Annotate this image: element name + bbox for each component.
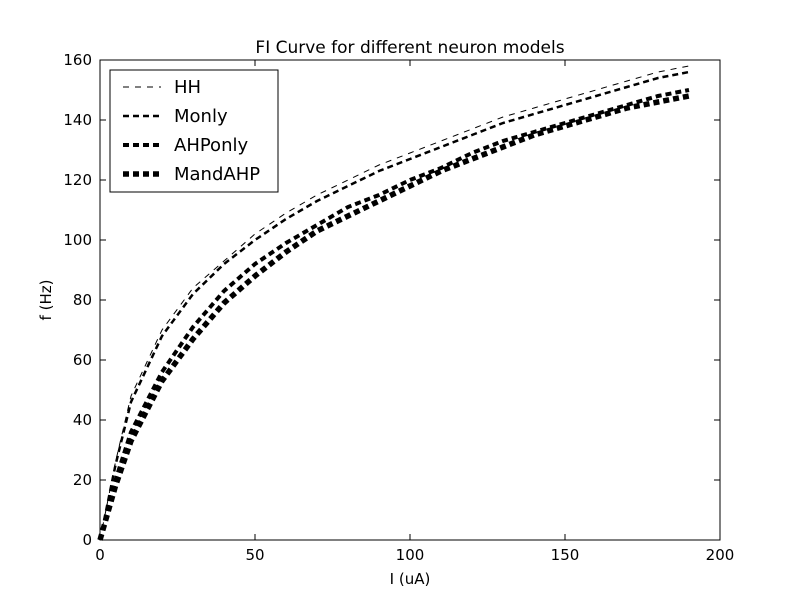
x-tick-label: 50 bbox=[245, 546, 264, 564]
y-axis-label: f (Hz) bbox=[37, 280, 55, 321]
legend-label-monly: Monly bbox=[174, 106, 228, 127]
legend-label-mandahp: MandAHP bbox=[174, 164, 260, 185]
y-tick-label: 20 bbox=[73, 471, 92, 489]
plot-area-frame bbox=[99, 59, 721, 541]
y-tick-label: 80 bbox=[73, 291, 92, 309]
y-tick-label: 0 bbox=[82, 531, 92, 549]
x-tick-label: 0 bbox=[95, 546, 105, 564]
y-tick-label: 100 bbox=[63, 231, 92, 249]
y-tick-label: 140 bbox=[63, 111, 92, 129]
y-tick-label: 60 bbox=[73, 351, 92, 369]
series-line-ahponly bbox=[98, 88, 690, 541]
legend-label-hh: HH bbox=[174, 77, 201, 98]
series-layer bbox=[97, 65, 690, 541]
chart-title: FI Curve for different neuron models bbox=[255, 38, 564, 58]
x-tick-label: 100 bbox=[396, 546, 425, 564]
y-tick-label: 160 bbox=[63, 51, 92, 69]
series-line-hh bbox=[99, 65, 690, 541]
x-tick-label: 150 bbox=[551, 546, 580, 564]
y-tick-label: 120 bbox=[63, 171, 92, 189]
y-tick-label: 40 bbox=[73, 411, 92, 429]
x-axis-label: I (uA) bbox=[390, 570, 431, 588]
axis-ticks: 0 50 100 150 200 0 20 40 60 80 100 120 140 160 bbox=[63, 51, 734, 564]
x-tick-label: 200 bbox=[706, 546, 735, 564]
legend-label-ahponly: AHPonly bbox=[174, 135, 248, 156]
legend: HH Monly AHPonly MandAHP bbox=[109, 69, 279, 193]
series-line-monly bbox=[98, 70, 690, 541]
series-line-mandahp bbox=[97, 93, 690, 541]
